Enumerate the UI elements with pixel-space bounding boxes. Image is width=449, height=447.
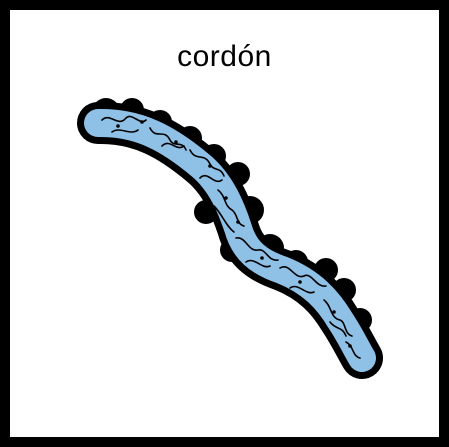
pictogram-word: cordón (177, 40, 272, 73)
cord-fiber-texture (101, 115, 361, 359)
cord-fiber-dots (116, 120, 352, 348)
